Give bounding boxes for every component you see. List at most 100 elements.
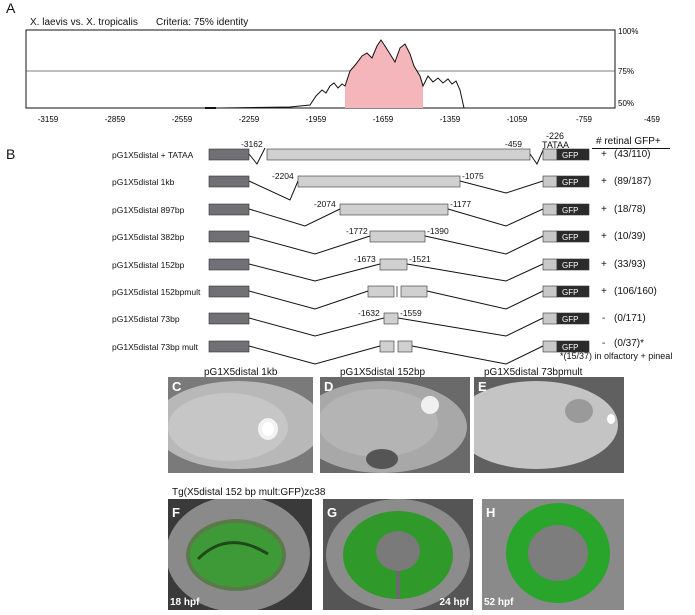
x-tick: -1659 xyxy=(373,115,394,124)
upstream-block xyxy=(208,203,250,216)
gfp-label: GFP xyxy=(562,343,578,352)
enhancer-fragment xyxy=(266,148,531,161)
upstream-block xyxy=(208,285,250,298)
gfp-box xyxy=(556,258,590,271)
stage-label: 24 hpf xyxy=(439,597,469,608)
tataa-box xyxy=(542,340,558,353)
result-ratio: (0/171) xyxy=(614,313,646,324)
enhancer-multimer-block xyxy=(379,340,395,353)
identity-trace xyxy=(205,39,465,109)
panel-d-title: pG1X5distal 152bp xyxy=(340,367,426,378)
construct-name: pG1X5distal 382bp xyxy=(112,232,185,242)
gfp-box xyxy=(556,175,590,188)
conserved-region-fill xyxy=(345,40,423,108)
construct-name: pG1X5distal 73bp mult xyxy=(112,342,198,352)
tataa-box xyxy=(542,148,558,161)
start-coord: -1632 xyxy=(358,308,380,318)
gfp-label: GFP xyxy=(562,151,578,160)
tataa-position: -226 xyxy=(546,131,565,141)
construct-name: pG1X5distal 152bp xyxy=(112,260,185,270)
panel-d-letter: D xyxy=(324,379,334,394)
y-tick-75: 75% xyxy=(618,67,634,76)
gfp-box xyxy=(556,340,590,353)
plot-frame xyxy=(25,29,616,109)
x-tick: -2859 xyxy=(105,115,126,124)
end-coord: -1177 xyxy=(450,199,471,209)
end-coord: -1521 xyxy=(409,254,431,264)
micrograph-h: H 52 hpf xyxy=(482,499,624,610)
construct-name: pG1X5distal 152bpmult xyxy=(112,287,201,297)
micrograph-g: G 24 hpf xyxy=(323,499,473,610)
micrograph-f: F 18 hpf xyxy=(168,499,312,610)
panel-f-letter: F xyxy=(172,505,180,520)
x-tick: -2259 xyxy=(239,115,260,124)
enhancer-multimer-block xyxy=(400,285,428,298)
y-tick-50: 50% xyxy=(618,99,634,108)
tataa-box xyxy=(542,258,558,271)
enhancer-fragment xyxy=(297,175,461,188)
end-coord: -459 xyxy=(505,139,522,149)
result-ratio: (0/37)* xyxy=(614,338,645,349)
tataa-box xyxy=(542,230,558,243)
result-ratio: (89/187) xyxy=(614,176,652,187)
x-tick: -2559 xyxy=(172,115,193,124)
enhancer-multimer-block xyxy=(367,285,395,298)
micrograph-d: D xyxy=(320,377,470,473)
panel-a-letter: A xyxy=(6,0,16,16)
retinal-gfp-header: # retinal GFP+ xyxy=(596,136,661,147)
construct-name: pG1X5distal 73bp xyxy=(112,314,180,324)
enhancer-fragment xyxy=(369,230,426,243)
upstream-block xyxy=(208,230,250,243)
upstream-block xyxy=(208,175,250,188)
result-sign: + xyxy=(601,204,607,215)
start-coord: -1772 xyxy=(346,226,368,236)
micrograph-c: C xyxy=(168,377,313,473)
criteria-label: Criteria: 75% identity xyxy=(156,17,249,28)
panel-g-letter: G xyxy=(327,505,338,520)
gfp-label: GFP xyxy=(562,206,578,215)
x-tick: -3159 xyxy=(38,115,59,124)
upstream-block xyxy=(208,340,250,353)
x-tick: -1359 xyxy=(440,115,461,124)
construct-name: pG1X5distal + TATAA xyxy=(112,150,194,160)
x-axis-ticks: -3159 -2859 -2559 -2259 -1959 -1659 -135… xyxy=(38,115,661,124)
footnote: *(15/37) in olfactory + pineal xyxy=(560,351,673,361)
panel-c-title: pG1X5distal 1kb xyxy=(204,367,278,378)
construct-diagram: GFP GFP GFP GFP GFP GFP GFP GFP -3162 -4… xyxy=(208,139,590,365)
tataa-box xyxy=(542,312,558,325)
start-coord: -1673 xyxy=(354,254,376,264)
panel-e-letter: E xyxy=(478,379,487,394)
gfp-label: GFP xyxy=(562,233,578,242)
x-tick: -759 xyxy=(576,115,593,124)
result-sign: + xyxy=(601,259,607,270)
enhancer-fragment xyxy=(379,258,408,271)
header-underline xyxy=(592,148,670,149)
enhancer-fragment xyxy=(339,203,449,216)
start-coord: -3162 xyxy=(241,139,263,149)
result-sign: + xyxy=(601,149,607,160)
result-ratio: (106/160) xyxy=(614,286,657,297)
enhancer-fragment xyxy=(383,312,399,325)
gfp-label: GFP xyxy=(562,178,578,187)
result-ratio: (43/110) xyxy=(614,149,651,160)
x-tick: -1059 xyxy=(507,115,528,124)
tataa-box xyxy=(542,285,558,298)
x-tick: -1959 xyxy=(306,115,327,124)
gfp-label: GFP xyxy=(562,261,578,270)
gfp-box xyxy=(556,203,590,216)
gfp-box xyxy=(556,148,590,161)
construct-name: pG1X5distal 897bp xyxy=(112,205,185,215)
construct-name: pG1X5distal 1kb xyxy=(112,177,175,187)
result-ratio: (18/78) xyxy=(614,204,646,215)
end-coord: -1559 xyxy=(400,308,422,318)
y-tick-100: 100% xyxy=(618,27,638,36)
gfp-box xyxy=(556,285,590,298)
start-coord: -2204 xyxy=(272,171,294,181)
gfp-label: GFP xyxy=(562,315,578,324)
result-ratio: (10/39) xyxy=(614,231,646,242)
conservation-plot: 100% 75% 50% -3159 -2859 -2559 -2259 -19… xyxy=(25,27,661,124)
stage-label: 18 hpf xyxy=(170,597,200,608)
gfp-box xyxy=(556,312,590,325)
start-coord: -2074 xyxy=(314,199,336,209)
result-sign: + xyxy=(601,176,607,187)
